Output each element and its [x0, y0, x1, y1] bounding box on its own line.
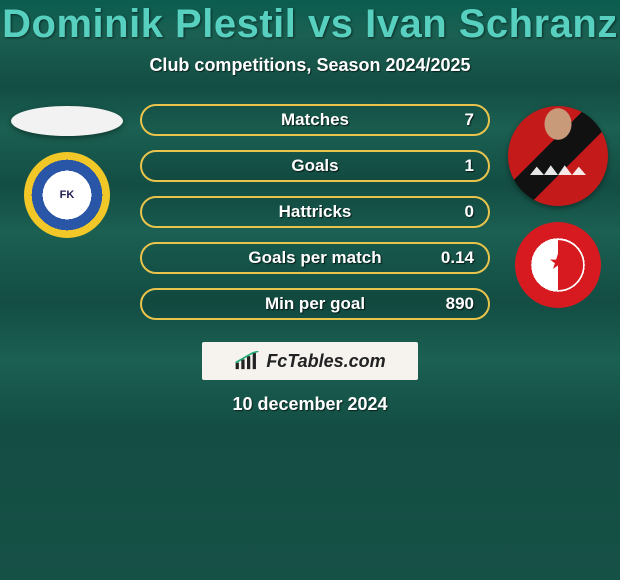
subtitle: Club competitions, Season 2024/2025 [149, 55, 470, 76]
stats-list: Matches7Goals1Hattricks0Goals per match0… [140, 104, 490, 320]
stat-right-value: 0.14 [441, 248, 474, 268]
player-left-avatar [11, 106, 123, 136]
chart-icon [234, 351, 260, 371]
club-left-label: FK [24, 152, 110, 238]
stat-row: Matches7 [140, 104, 490, 136]
stat-label: Matches [142, 110, 488, 130]
date-text: 10 december 2024 [232, 394, 387, 415]
comparison-panel: FK Matches7 Goals1 Hattricks0 Goals per mat… [0, 104, 620, 320]
player-right-avatar [508, 106, 608, 206]
club-left-logo: FK [24, 152, 110, 238]
page-title: Dominik Plestil vs Ivan Schranz [2, 2, 618, 47]
branding-badge: FcTables.com [202, 342, 418, 380]
stat-row: Min per goal890 [140, 288, 490, 320]
stat-label: Goals [142, 156, 488, 176]
stat-right-value: 0 [464, 202, 474, 222]
stat-row: Goals per match0.14 [140, 242, 490, 274]
stat-label: Goals per match [142, 248, 488, 268]
stat-label: Min per goal [142, 294, 488, 314]
club-right-logo [515, 222, 601, 308]
branding-text: FcTables.com [266, 351, 385, 372]
stat-label: Hattricks [142, 202, 488, 222]
player-right-column [498, 104, 618, 308]
stat-right-value: 1 [464, 156, 474, 176]
stat-right-value: 890 [446, 294, 474, 314]
player-left-column: FK [2, 104, 132, 238]
stat-row: Hattricks0 [140, 196, 490, 228]
content-root: Dominik Plestil vs Ivan Schranz Club com… [0, 0, 620, 415]
stat-row: Goals1 [140, 150, 490, 182]
stat-right-value: 7 [464, 110, 474, 130]
